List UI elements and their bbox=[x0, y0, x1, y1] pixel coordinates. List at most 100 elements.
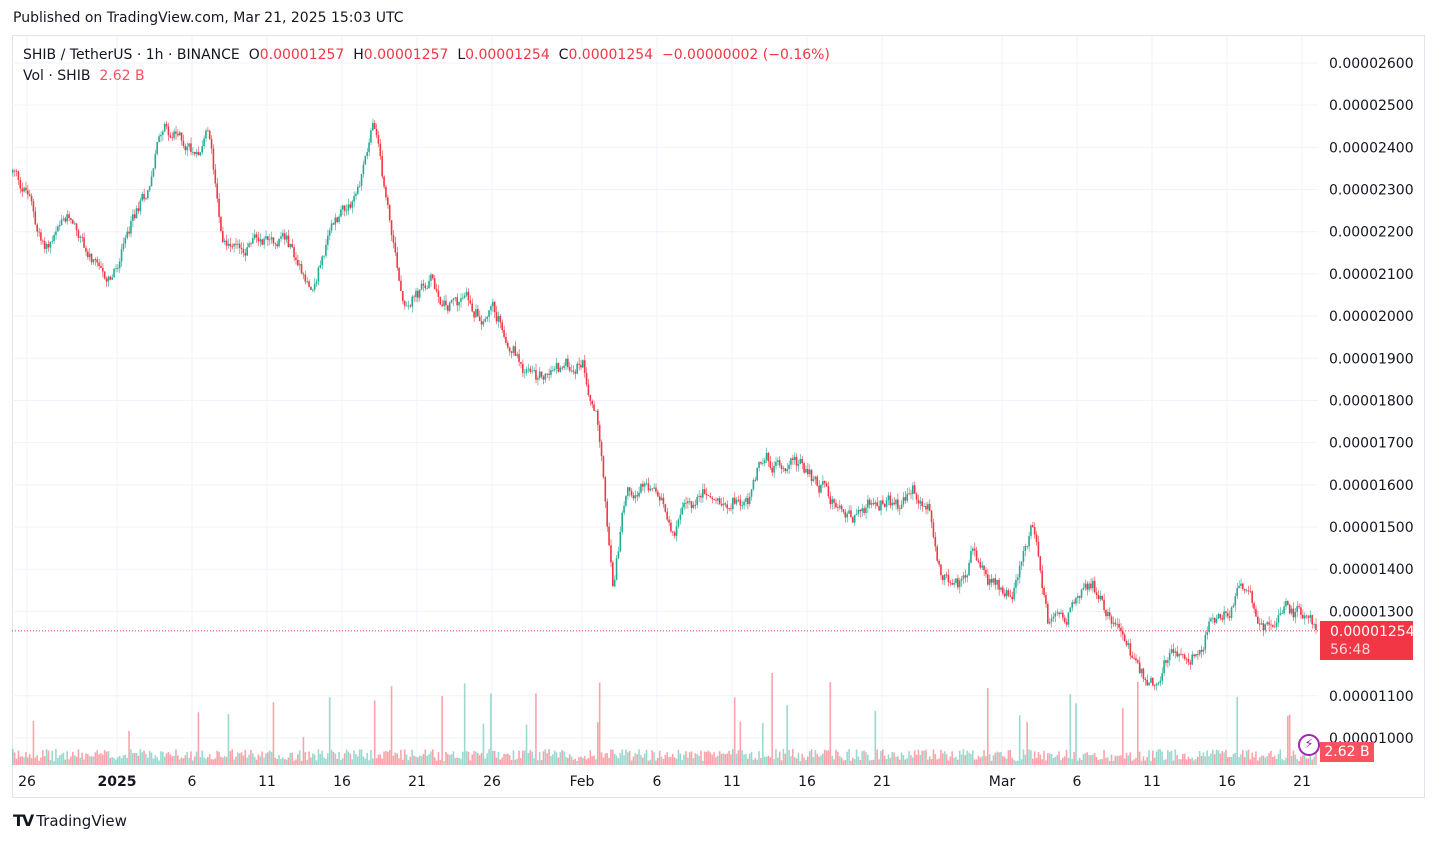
volume-bar bbox=[77, 749, 80, 765]
candle-body bbox=[1075, 597, 1077, 604]
volume-bar bbox=[321, 750, 323, 765]
candle-body bbox=[327, 235, 329, 245]
candle-body bbox=[72, 219, 74, 224]
volume-bar bbox=[317, 749, 320, 765]
time-tick-label: 11 bbox=[723, 774, 741, 790]
candle-body bbox=[342, 205, 344, 210]
volume-bar bbox=[700, 750, 702, 765]
volume-bar bbox=[655, 760, 657, 765]
symbol-title[interactable]: SHIB / TetherUS · 1h · BINANCE bbox=[23, 47, 240, 63]
candle-body bbox=[274, 243, 277, 245]
candle-body bbox=[726, 504, 728, 509]
volume-bar bbox=[132, 753, 134, 765]
candle-body bbox=[1212, 617, 1214, 619]
candle-body bbox=[863, 508, 865, 514]
volume-bar bbox=[850, 760, 852, 765]
candle-body bbox=[994, 578, 997, 585]
volume-bar bbox=[117, 757, 119, 765]
volume-bar bbox=[392, 755, 395, 765]
volume-bar bbox=[1167, 750, 1169, 765]
volume-bar bbox=[582, 758, 584, 765]
volume-bar bbox=[1176, 754, 1178, 765]
volume-bar bbox=[448, 755, 451, 765]
volume-bar bbox=[837, 751, 839, 765]
candle-body bbox=[1003, 593, 1006, 597]
candle-body bbox=[679, 514, 682, 520]
volume-bar bbox=[17, 750, 20, 765]
candle-body bbox=[199, 152, 202, 156]
candle-body bbox=[887, 495, 890, 501]
candle-body bbox=[792, 458, 794, 461]
volume-bar bbox=[180, 757, 183, 765]
volume-bar bbox=[692, 758, 695, 765]
volume-bar bbox=[433, 757, 436, 765]
volume-bar bbox=[1198, 751, 1201, 765]
volume-bar bbox=[422, 754, 425, 765]
volume-bar bbox=[533, 758, 535, 765]
candle-body bbox=[27, 190, 29, 195]
volume-bar bbox=[801, 753, 803, 765]
volume-bar bbox=[1058, 751, 1060, 765]
candle-body bbox=[1210, 618, 1212, 622]
candle-body bbox=[563, 365, 565, 368]
volume-bar bbox=[460, 758, 462, 765]
volume-bar bbox=[687, 757, 689, 765]
time-tick-label: 21 bbox=[1293, 774, 1311, 790]
volume-bar bbox=[218, 751, 220, 765]
volume-bar bbox=[936, 759, 938, 765]
volume-bar bbox=[255, 759, 258, 765]
candle-body bbox=[321, 256, 323, 266]
candle-body bbox=[394, 242, 397, 253]
volume-bar bbox=[332, 751, 335, 765]
volume-bar bbox=[745, 754, 747, 765]
volume-bar bbox=[1178, 759, 1180, 765]
time-tick-label: 21 bbox=[873, 774, 891, 790]
tradingview-logo[interactable]: TV TradingView bbox=[13, 811, 127, 830]
volume-bar bbox=[1026, 722, 1028, 765]
volume-bar bbox=[60, 754, 63, 765]
candle-body bbox=[1272, 625, 1274, 627]
volume-bar bbox=[223, 756, 226, 765]
candle-body bbox=[1063, 617, 1066, 623]
candle-body bbox=[962, 575, 965, 579]
candle-body bbox=[713, 499, 715, 500]
candle-body bbox=[471, 303, 473, 312]
candle-body bbox=[1270, 624, 1272, 626]
candle-body bbox=[223, 240, 226, 242]
candle-body bbox=[604, 477, 607, 502]
volume-bar bbox=[870, 760, 873, 765]
candle-body bbox=[923, 505, 925, 507]
volume-bar bbox=[64, 759, 67, 765]
candle-body bbox=[797, 464, 800, 466]
candle-body bbox=[1283, 606, 1285, 614]
volume-bar bbox=[415, 756, 417, 765]
volume-bar bbox=[156, 757, 158, 765]
candle-body bbox=[499, 315, 502, 323]
candle-body bbox=[702, 489, 704, 498]
volume-bar bbox=[383, 751, 385, 765]
candle-body bbox=[358, 185, 361, 187]
candle-body bbox=[1028, 535, 1030, 547]
volume-bar bbox=[679, 753, 682, 765]
candle-body bbox=[1168, 652, 1171, 661]
volume-bar bbox=[602, 757, 605, 765]
candle-body bbox=[861, 508, 863, 512]
candle-body bbox=[623, 505, 625, 513]
volume-bar bbox=[43, 756, 46, 765]
volume-bar bbox=[754, 757, 757, 765]
candle-body bbox=[672, 531, 674, 533]
candle-body bbox=[1077, 596, 1079, 598]
candle-body bbox=[1035, 534, 1038, 542]
volume-bar bbox=[994, 752, 997, 765]
volume-bar bbox=[147, 757, 149, 765]
volume-bar bbox=[336, 758, 338, 765]
candle-body bbox=[514, 346, 517, 356]
volume-bar bbox=[793, 757, 796, 765]
candle-body bbox=[304, 274, 307, 282]
candle-body bbox=[728, 508, 730, 510]
candle-body bbox=[1047, 603, 1049, 624]
chart-frame[interactable] bbox=[12, 35, 1425, 798]
candle-body bbox=[657, 491, 659, 497]
lightning-icon[interactable]: ⚡ bbox=[1298, 734, 1320, 756]
